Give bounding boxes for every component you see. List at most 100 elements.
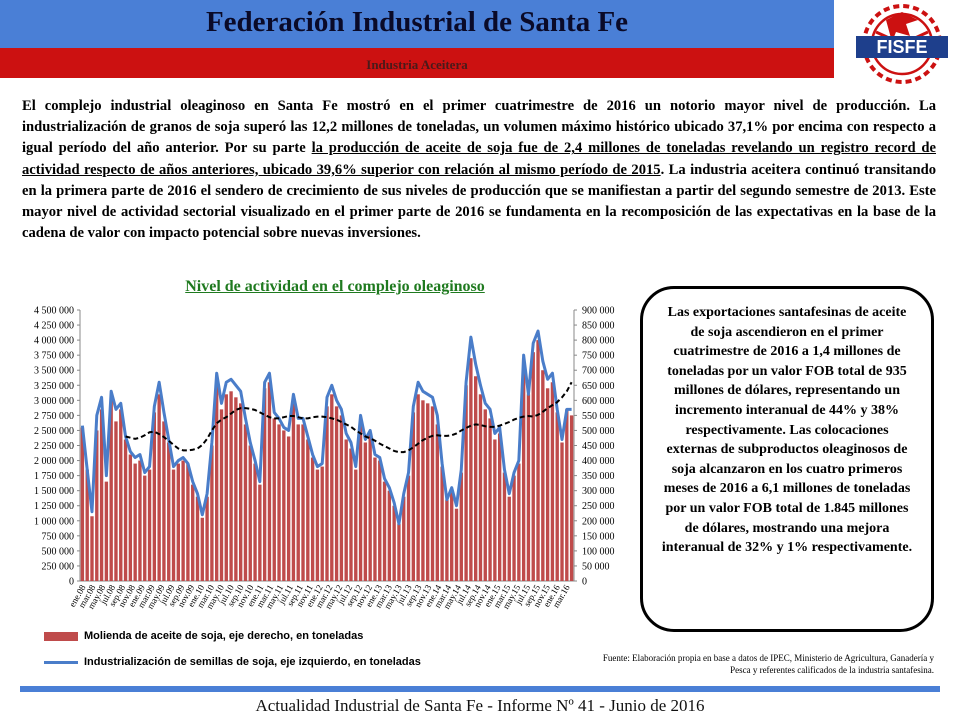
molienda-bar: [402, 496, 406, 581]
molienda-bar: [502, 472, 507, 581]
molienda-bar: [378, 460, 382, 581]
molienda-bar: [119, 409, 123, 581]
molienda-bar: [531, 352, 535, 581]
intro-text-underlined: la producción de aceite de soja fue de 2…: [22, 140, 937, 178]
industrializacion-line: [80, 329, 572, 526]
molienda-bar: [286, 436, 291, 581]
molienda-bar: [483, 409, 487, 581]
left-tick-label: 2 000 000: [34, 456, 74, 467]
molienda-bar: [253, 463, 257, 581]
molienda-bar: [555, 412, 559, 581]
molienda-bar: [80, 427, 85, 581]
molienda-bar: [382, 481, 387, 581]
molienda-bar: [445, 499, 449, 581]
right-tick-label: 350 000: [582, 471, 615, 482]
molienda-bar: [133, 463, 137, 581]
molienda-bar: [426, 403, 430, 581]
molienda-bar: [507, 496, 511, 581]
molienda-bar: [267, 382, 272, 581]
header-blue-band: [0, 0, 834, 48]
molienda-bar: [143, 475, 147, 581]
molienda-bar: [306, 439, 310, 581]
molienda-bar: [565, 409, 569, 581]
molienda-bar: [186, 463, 190, 581]
molienda-bar: [291, 403, 296, 581]
molienda-bar: [243, 424, 248, 581]
legend-bars: Molienda de aceite de soja, eje derecho,…: [44, 630, 363, 642]
right-tick-label: 550 000: [582, 411, 615, 422]
molienda-bar: [258, 484, 262, 581]
right-tick-label: 900 000: [582, 306, 615, 317]
right-tick-label: 500 000: [582, 426, 615, 437]
right-tick-label: 250 000: [582, 501, 615, 512]
axis-ticks: 0 250 000 500 000 750 000 1 000 000 1 250 000…: [34, 306, 615, 611]
left-tick-label: 4 000 000: [34, 336, 74, 347]
footer-bar: [20, 686, 940, 692]
molienda-bar: [123, 439, 128, 581]
molienda-bar: [421, 400, 425, 581]
molienda-bar: [550, 382, 555, 581]
molienda-bar: [349, 448, 353, 581]
molienda-bar: [181, 460, 185, 581]
molienda-bar: [90, 516, 94, 581]
left-tick-label: 2 250 000: [34, 441, 74, 452]
molienda-bar: [320, 466, 324, 581]
left-tick-label: 500 000: [42, 546, 75, 557]
molienda-bar: [545, 388, 550, 581]
left-tick-label: 3 750 000: [34, 351, 74, 362]
molienda-bar: [200, 517, 204, 581]
molienda-bar: [176, 463, 180, 581]
molienda-bar: [277, 424, 281, 581]
molienda-bar: [459, 472, 463, 581]
exports-callout: Las exportaciones santafesinas de aceite…: [640, 286, 934, 632]
source-note: Fuente: Elaboración propia en base a dat…: [602, 653, 934, 675]
molienda-bar: [195, 496, 200, 581]
molienda-bar: [99, 409, 104, 581]
left-tick-label: 0: [69, 577, 74, 588]
intro-text-2: . La industria aceitera continuó transit…: [22, 161, 936, 242]
right-tick-label: 850 000: [582, 321, 615, 332]
molienda-bar: [128, 454, 133, 581]
molienda-bar: [167, 442, 171, 581]
molienda-bar: [526, 394, 531, 581]
callout-text: Las exportaciones santafesinas de aceite…: [661, 305, 913, 556]
molienda-bar: [325, 406, 329, 581]
molienda-bar: [397, 523, 401, 581]
molienda-bar: [569, 415, 574, 581]
molienda-bar: [430, 406, 435, 581]
molienda-bar: [440, 466, 444, 581]
molienda-bar: [301, 424, 305, 581]
molienda-bar: [334, 406, 339, 581]
molienda-bar: [474, 376, 478, 581]
left-tick-label: 3 500 000: [34, 366, 74, 377]
right-tick-label: 650 000: [582, 381, 615, 392]
molienda-bar: [162, 421, 166, 581]
right-tick-label: 0: [582, 577, 587, 588]
molienda-bar: [493, 439, 497, 581]
intro-paragraph: El complejo industrial oleaginoso en San…: [22, 96, 936, 244]
molienda-bar: [469, 358, 473, 581]
right-tick-label: 150 000: [582, 531, 615, 542]
molienda-bar: [171, 469, 176, 581]
right-tick-label: 450 000: [582, 441, 615, 452]
molienda-bar: [157, 394, 161, 581]
molienda-bar: [541, 370, 545, 581]
molienda-bar: [238, 403, 243, 581]
molienda-bar: [387, 490, 392, 581]
molienda-bar: [517, 463, 521, 581]
left-tick-label: 4 500 000: [34, 306, 74, 317]
molienda-bar: [363, 442, 368, 581]
right-tick-label: 100 000: [582, 546, 615, 557]
left-tick-label: 2 500 000: [34, 426, 74, 437]
molienda-bar: [344, 439, 348, 581]
left-tick-label: 3 250 000: [34, 381, 74, 392]
molienda-bar: [205, 496, 209, 581]
molienda-bar: [373, 457, 377, 581]
molienda-bar: [435, 424, 439, 581]
molienda-bar: [147, 469, 152, 581]
right-tick-label: 800 000: [582, 336, 615, 347]
legend-line-swatch: [44, 660, 78, 664]
molienda-bar: [152, 412, 157, 581]
legend-bar-swatch: [44, 631, 78, 641]
